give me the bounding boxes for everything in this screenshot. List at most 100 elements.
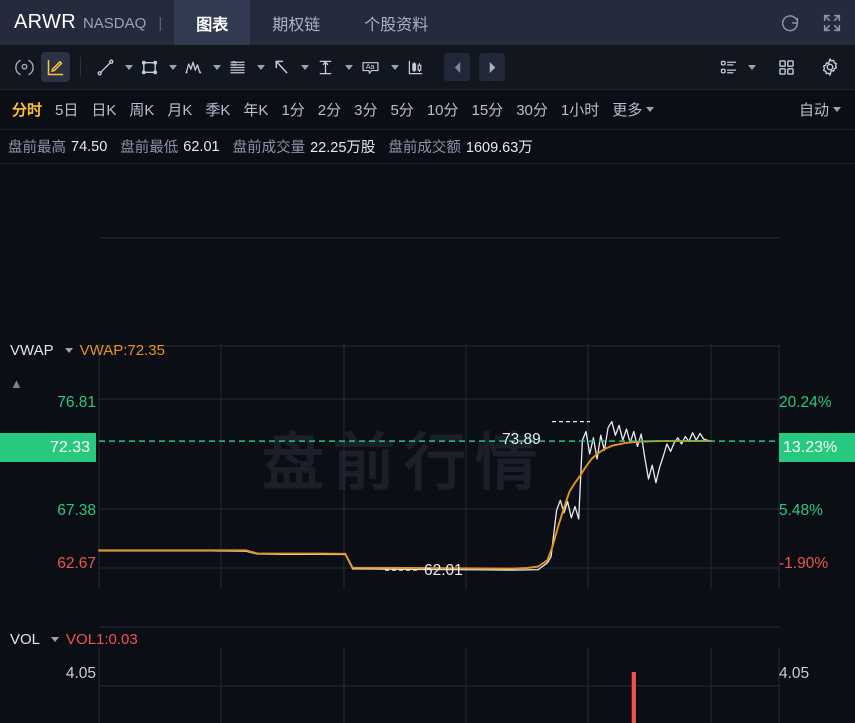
layout-grid-icon[interactable] [772,52,801,82]
period-1hour[interactable]: 1小时 [560,102,600,119]
header-icon-group [779,0,843,45]
gann-box-icon[interactable]: G [223,52,252,82]
header-tabs: 图表 期权链 个股资料 [174,0,450,45]
next-arrow-icon[interactable] [479,53,505,81]
current-percent-badge: 13.23% [779,433,855,462]
period-30min[interactable]: 30分 [516,102,548,119]
chart-canvas-area[interactable]: 盘前行情 VWAP VWAP:72.35 ▲ VOL VOL1:0.03 76.… [0,164,855,723]
text-annotation-icon[interactable]: Aa [355,52,386,82]
vwap-indicator-value: VWAP:72.35 [79,342,165,359]
text-annotation-caret-icon[interactable] [391,64,399,70]
vol-indicator-caret-icon[interactable] [51,637,60,642]
percent-axis-label-0: 20.24% [779,394,832,411]
vol-indicator-name: VOL [10,631,41,648]
chart-plot-svg [98,237,780,723]
rectangle-shape-caret-icon[interactable] [169,64,177,70]
fullscreen-icon[interactable] [821,12,843,34]
period-day-k[interactable]: 日K [91,102,117,119]
symbol-block[interactable]: ARWR NASDAQ | [0,11,162,34]
period-3min[interactable]: 3分 [354,102,378,119]
stat-label-high: 盘前最高 [8,140,66,156]
volume-axis-label-right-0: 4.05 [779,665,810,682]
text-annotation-group: Aa [355,52,399,82]
svg-text:G: G [231,61,236,68]
price-axis-label-0: 76.81 [57,394,96,411]
tab-stock-profile[interactable]: 个股资料 [364,16,429,34]
stat-value-high: 74.50 [71,138,108,155]
indicator-list-caret-icon[interactable] [748,64,756,70]
percent-axis-label-2: 5.48% [779,502,823,519]
collapse-chevron-icon[interactable]: ▲ [10,376,23,391]
period-2min[interactable]: 2分 [317,102,342,119]
stat-value-low: 62.01 [183,138,220,155]
symbol-ticker: ARWR [14,11,76,33]
draw-pencil-icon[interactable] [41,52,70,82]
period-month-k[interactable]: 月K [167,102,193,119]
rectangle-shape-group [135,52,177,82]
trend-line-group [91,52,133,82]
stat-label-low: 盘前最低 [120,140,179,156]
arrow-marker-group [267,52,309,82]
rectangle-shape-icon[interactable] [135,52,164,82]
period-quarter-k[interactable]: 季K [205,102,231,119]
vwap-indicator-caret-icon[interactable] [64,348,73,353]
period-fenshi[interactable]: 分时 [12,102,43,119]
indicator-list-icon[interactable] [714,52,743,82]
measure-group [311,52,353,82]
period-15min[interactable]: 15分 [471,102,504,119]
period-more-label: 更多 [612,102,643,119]
drawing-toolbar: G [0,45,855,90]
app-header: ARWR NASDAQ | 图表 期权链 个股资料 [0,0,855,45]
period-more[interactable]: 更多 [612,99,655,120]
candle-style-icon[interactable] [401,52,430,82]
stat-value-turnover: 1609.63万 [465,140,533,156]
trend-line-caret-icon[interactable] [125,64,133,70]
low-price-annotation: 62.01 [424,562,463,579]
premarket-stat-bar: 盘前最高 74.50 盘前最低 62.01 盘前成交量 22.25万股 盘前成交… [0,130,855,164]
high-price-annotation: 73.89 [502,431,541,448]
stat-label-volume: 盘前成交量 [232,140,306,156]
toolbar-divider [80,57,81,77]
vwap-indicator-name: VWAP [10,342,54,359]
arrow-marker-caret-icon[interactable] [301,64,309,70]
crosshair-magnet-icon[interactable] [10,52,39,82]
period-bar: 分时 5日 日K 周K 月K 季K 年K 1分 2分 3分 5分 10分 15分… [0,90,855,130]
prev-arrow-icon[interactable] [444,53,470,81]
period-1min[interactable]: 1分 [281,102,305,119]
volume-axis-label-0: 4.05 [65,665,96,682]
pitchfork-icon[interactable] [179,52,208,82]
symbol-divider: | [158,15,163,32]
period-5min[interactable]: 5分 [390,102,414,119]
gann-box-group: G [223,52,265,82]
pitchfork-caret-icon[interactable] [213,64,221,70]
gann-box-caret-icon[interactable] [257,64,265,70]
period-10min[interactable]: 10分 [426,102,459,119]
settings-gear-icon[interactable] [815,52,845,82]
percent-axis-label-3: -1.90% [779,555,829,572]
pitchfork-group [179,52,221,82]
symbol-exchange: NASDAQ [82,15,147,32]
price-axis-label-3: 62.67 [57,555,96,572]
volume-indicator-label: VOL VOL1:0.03 [10,631,138,648]
period-more-caret-icon[interactable] [646,107,655,112]
measure-icon[interactable] [311,52,340,82]
measure-caret-icon[interactable] [345,64,353,70]
trend-line-icon[interactable] [91,52,120,82]
svg-text:Aa: Aa [366,61,376,70]
auto-scale-label: 自动 [798,102,829,119]
refresh-icon[interactable] [779,12,801,34]
vol-indicator-value: VOL1:0.03 [66,631,138,648]
stat-value-volume: 22.25万股 [310,140,376,156]
arrow-marker-icon[interactable] [267,52,296,82]
tab-option-chain[interactable]: 期权链 [272,16,321,34]
period-week-k[interactable]: 周K [129,102,155,119]
price-indicator-label: VWAP VWAP:72.35 [10,342,165,359]
auto-scale-caret-icon[interactable] [833,107,841,112]
auto-scale-button[interactable]: 自动 [799,99,841,120]
period-year-k[interactable]: 年K [243,102,269,119]
stat-label-turnover: 盘前成交额 [388,140,461,156]
period-5day[interactable]: 5日 [55,102,79,119]
tab-chart[interactable]: 图表 [174,0,251,45]
current-price-badge: 72.33 [0,433,96,462]
